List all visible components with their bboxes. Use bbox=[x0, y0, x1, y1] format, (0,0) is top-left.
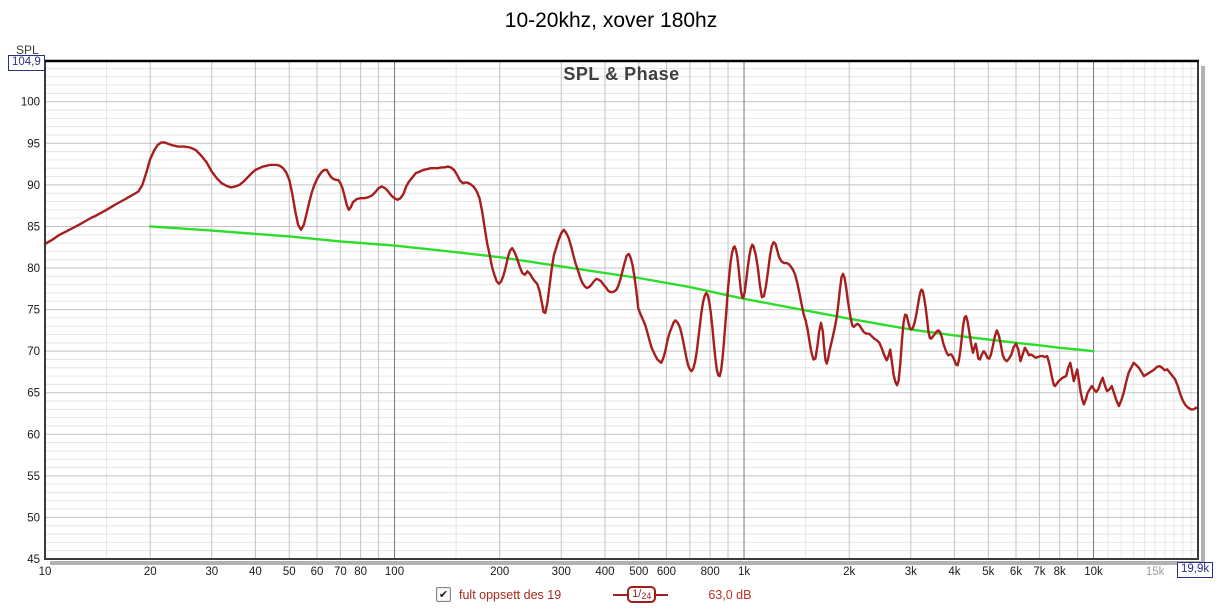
x-tick-label: 800 bbox=[701, 566, 720, 578]
legend-bar: ✔ fult oppsett des 19 1/24 63,0 dB bbox=[436, 586, 751, 603]
checkmark-icon: ✔ bbox=[438, 589, 449, 601]
plot-shadow bbox=[50, 561, 1205, 565]
y-tick-label: 55 bbox=[27, 471, 40, 483]
x-tick-label: 500 bbox=[629, 566, 648, 578]
x-tick-label: 15k bbox=[1146, 566, 1165, 578]
gridlines-decade bbox=[394, 61, 1095, 559]
smoothing-indicator: 1/24 bbox=[613, 586, 669, 603]
y-tick-label: 65 bbox=[27, 388, 40, 400]
y-tick-label: 45 bbox=[27, 554, 40, 566]
x-tick-label: 3k bbox=[905, 566, 917, 578]
line-sample-icon bbox=[613, 593, 628, 596]
y-tick-label: 100 bbox=[21, 97, 40, 109]
y-tick-label: 85 bbox=[27, 221, 40, 233]
legend-db-value: 63,0 dB bbox=[708, 587, 752, 602]
x-tick-label: 4k bbox=[948, 566, 960, 578]
smoothing-denominator: 24 bbox=[641, 591, 652, 601]
response-curves bbox=[43, 141, 1200, 411]
x-tick-label: 300 bbox=[552, 566, 571, 578]
x-tick-label: 80 bbox=[354, 566, 367, 578]
x-tick-label: 30 bbox=[205, 566, 218, 578]
y-axis-tick-labels: 100 95 90 85 80 75 70 65 60 55 50 45 bbox=[21, 97, 40, 566]
plot-shadow bbox=[1201, 66, 1205, 563]
smoothing-badge: 1/24 bbox=[627, 586, 657, 603]
smoothing-numerator: 1/ bbox=[632, 588, 642, 600]
y-tick-label: 75 bbox=[27, 305, 40, 317]
x-tick-label: 50 bbox=[283, 566, 296, 578]
chart-heading: SPL & Phase bbox=[563, 64, 680, 84]
x-tick-label: 60 bbox=[311, 566, 324, 578]
x-tick-label: 2k bbox=[843, 566, 855, 578]
y-tick-label: 60 bbox=[27, 429, 40, 441]
y-tick-label: 50 bbox=[27, 512, 40, 524]
x-tick-label: 200 bbox=[490, 566, 509, 578]
x-axis-tick-labels: 10 20 30 40 50 60 70 80 100 200 300 400 500 600 800 1k 2… bbox=[39, 566, 1165, 578]
legend-series-label: fult oppsett des 19 bbox=[459, 587, 562, 602]
x-tick-label: 10k bbox=[1084, 566, 1103, 578]
y-max-readout-box[interactable]: 104,9 bbox=[8, 55, 45, 71]
x-tick-label: 10 bbox=[39, 566, 52, 578]
x-tick-label: 5k bbox=[982, 566, 994, 578]
x-tick-label: 1k bbox=[738, 566, 750, 578]
x-tick-label: 6k bbox=[1010, 566, 1022, 578]
x-tick-label: 70 bbox=[334, 566, 347, 578]
x-tick-label: 600 bbox=[657, 566, 676, 578]
y-tick-label: 80 bbox=[27, 263, 40, 275]
y-tick-label: 90 bbox=[27, 180, 40, 192]
x-tick-label: 400 bbox=[595, 566, 614, 578]
x-tick-label: 40 bbox=[249, 566, 262, 578]
page-title: 10-20khz, xover 180hz bbox=[504, 9, 718, 32]
x-tick-label: 8k bbox=[1054, 566, 1066, 578]
line-sample-icon bbox=[656, 593, 669, 596]
x-tick-label: 7k bbox=[1033, 566, 1045, 578]
x-tick-label: 20 bbox=[144, 566, 157, 578]
series-fult oppsett des 19 bbox=[43, 141, 1200, 411]
y-tick-label: 95 bbox=[27, 138, 40, 150]
y-tick-label: 70 bbox=[27, 346, 40, 358]
legend-checkbox[interactable]: ✔ bbox=[436, 587, 451, 602]
series-target-curve bbox=[149, 225, 1095, 353]
x-max-readout-box[interactable]: 19,9k bbox=[1177, 562, 1214, 578]
x-tick-label: 100 bbox=[385, 566, 404, 578]
gridlines-major bbox=[45, 61, 1198, 559]
y-axis-name: SPL bbox=[16, 43, 39, 57]
